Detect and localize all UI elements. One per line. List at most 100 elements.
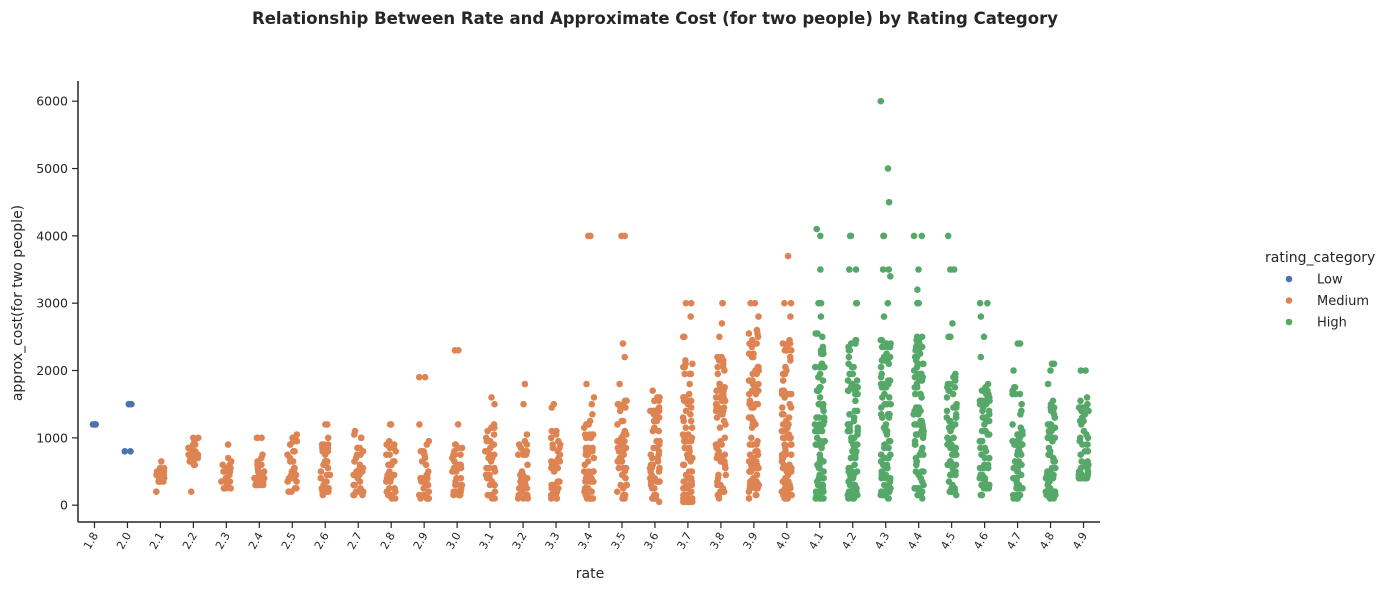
data-point-medium: [679, 333, 687, 341]
data-point-high: [845, 347, 853, 354]
data-point-medium: [715, 495, 723, 502]
data-point-medium: [719, 299, 726, 307]
data-point-medium: [617, 404, 624, 411]
data-point-high: [1044, 421, 1052, 428]
data-point-high: [1050, 488, 1058, 496]
data-point-high: [853, 468, 861, 475]
data-point-high: [1078, 407, 1085, 415]
data-point-medium: [588, 400, 596, 408]
data-point-medium: [324, 464, 332, 472]
data-point-medium: [556, 478, 563, 485]
data-point-medium: [253, 481, 261, 489]
data-point-medium: [688, 434, 696, 442]
data-point-high: [1013, 485, 1020, 492]
data-point-high: [1050, 458, 1057, 465]
data-point-medium: [521, 437, 529, 445]
data-point-high: [811, 421, 819, 428]
data-point-medium: [153, 488, 160, 496]
data-point-high: [819, 485, 826, 492]
data-point-high: [887, 340, 894, 347]
data-point-medium: [582, 451, 590, 459]
data-point-medium: [452, 488, 459, 496]
data-point-high: [1017, 471, 1025, 479]
data-point-medium: [681, 370, 688, 378]
data-point-medium: [260, 474, 268, 482]
data-point-high: [879, 461, 887, 469]
data-point-high: [879, 266, 887, 273]
data-point-high: [848, 468, 855, 475]
data-point-medium: [687, 397, 695, 405]
legend-marker-low: [1285, 275, 1293, 283]
legend: rating_category Low Medium High: [1265, 250, 1375, 331]
data-point-high: [1009, 421, 1016, 428]
data-point-medium: [748, 434, 755, 442]
data-point-medium: [392, 448, 400, 455]
data-point-high: [1011, 384, 1019, 391]
data-point-high: [952, 461, 960, 469]
data-point-medium: [581, 431, 589, 438]
data-point-medium: [319, 448, 326, 455]
data-point-medium: [457, 461, 465, 469]
data-point-high: [884, 411, 892, 418]
data-point-low: [121, 448, 129, 455]
data-point-medium: [190, 434, 197, 442]
x-tick-label: 2.8: [378, 530, 398, 552]
data-point-medium: [687, 417, 695, 425]
data-point-medium: [716, 333, 723, 341]
data-point-medium: [714, 481, 721, 489]
data-point-medium: [746, 485, 754, 492]
data-point-medium: [291, 448, 298, 455]
data-point-high: [1016, 448, 1023, 455]
data-point-medium: [187, 488, 195, 496]
y-tick-label: 5000: [36, 161, 68, 176]
x-tick-label: 3.7: [674, 530, 694, 552]
data-point-medium: [419, 491, 427, 499]
data-point-high: [845, 387, 852, 395]
data-point-medium: [487, 458, 495, 465]
data-point-high: [918, 488, 926, 496]
data-point-high: [912, 390, 919, 398]
data-point-medium: [650, 444, 657, 452]
data-point-low: [125, 400, 133, 408]
data-point-high: [914, 407, 922, 415]
data-point-medium: [616, 380, 623, 388]
data-point-medium: [685, 390, 693, 398]
data-point-high: [980, 333, 988, 341]
data-point-medium: [679, 431, 687, 438]
data-point-medium: [782, 427, 789, 435]
data-point-medium: [451, 458, 458, 465]
data-point-medium: [780, 387, 788, 395]
data-point-medium: [420, 485, 427, 492]
data-point-medium: [786, 336, 793, 344]
data-point-medium: [781, 299, 788, 307]
data-point-medium: [580, 468, 588, 475]
data-point-high: [978, 397, 986, 405]
data-point-medium: [589, 495, 597, 502]
data-point-high: [977, 444, 984, 452]
data-point-medium: [621, 353, 628, 361]
data-point-medium: [219, 461, 226, 469]
data-point-high: [1014, 464, 1021, 472]
y-tick-label: 1000: [36, 430, 68, 445]
y-tick-label: 6000: [36, 94, 68, 109]
data-point-medium: [745, 458, 753, 465]
data-point-medium: [193, 451, 200, 459]
data-point-medium: [521, 380, 529, 388]
data-point-high: [848, 437, 855, 445]
data-point-high: [1082, 367, 1089, 374]
data-point-medium: [453, 474, 460, 482]
data-point-high: [887, 273, 894, 280]
data-point-high: [919, 373, 926, 381]
data-point-medium: [720, 387, 727, 395]
data-point-high: [878, 343, 886, 351]
data-point-medium: [788, 347, 795, 354]
chart-title: Relationship Between Rate and Approximat…: [252, 9, 1058, 28]
data-point-high: [819, 377, 827, 384]
data-point-medium: [223, 478, 230, 485]
data-point-medium: [581, 461, 589, 469]
x-tick-label: 4.7: [1004, 530, 1024, 552]
data-point-medium: [583, 491, 590, 499]
data-point-high: [913, 461, 920, 469]
data-point-high: [918, 333, 926, 341]
